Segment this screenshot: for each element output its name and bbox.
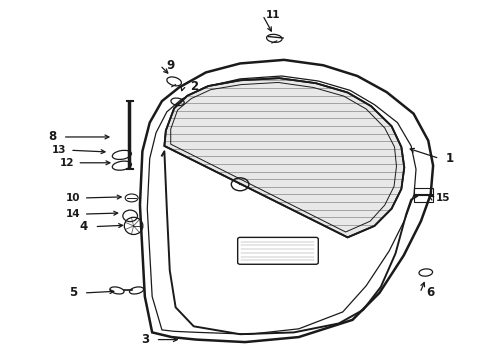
Text: 12: 12 (59, 158, 74, 168)
Polygon shape (164, 78, 404, 237)
Text: 9: 9 (167, 59, 175, 72)
Text: 2: 2 (190, 80, 198, 93)
Text: 1: 1 (446, 152, 454, 165)
Text: 10: 10 (66, 193, 80, 203)
Text: 14: 14 (66, 209, 80, 219)
Text: 15: 15 (436, 193, 450, 203)
Text: 6: 6 (427, 287, 435, 300)
Text: 11: 11 (266, 10, 281, 20)
Text: 7: 7 (256, 177, 264, 190)
Text: 3: 3 (141, 333, 149, 346)
Text: 4: 4 (80, 220, 88, 233)
Text: 8: 8 (48, 130, 56, 144)
Text: 13: 13 (52, 145, 67, 155)
Text: 5: 5 (69, 287, 77, 300)
